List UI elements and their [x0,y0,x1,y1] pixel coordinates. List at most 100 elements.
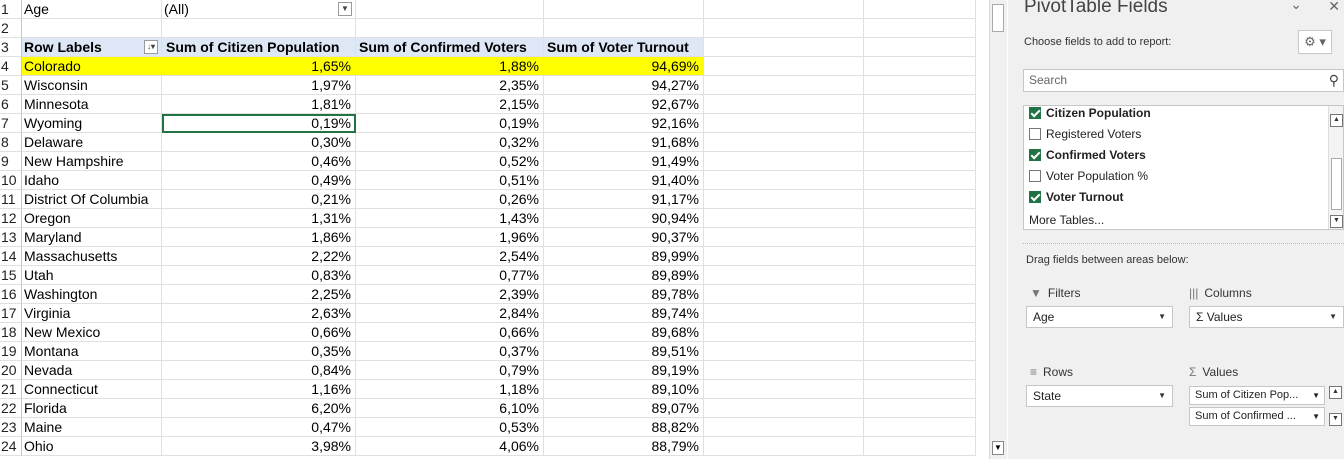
checkbox-icon[interactable] [1029,191,1041,203]
empty-cell[interactable] [704,114,864,133]
empty-cell[interactable] [864,114,976,133]
empty-cell[interactable] [704,342,864,361]
voter-turnout-cell[interactable]: 94,27% [544,76,704,95]
empty-cell[interactable] [704,95,864,114]
empty-cell[interactable] [704,190,864,209]
empty-cell[interactable] [864,209,976,228]
voter-turnout-cell[interactable]: 91,17% [544,190,704,209]
confirmed-voters-cell[interactable]: 0,19% [356,114,544,133]
empty-cell[interactable] [864,361,976,380]
row-header[interactable]: 19 [0,342,22,361]
dropdown-arrow-icon[interactable]: ▼ [1312,412,1320,421]
col-header-citizen[interactable]: Sum of Citizen Population [162,38,356,57]
confirmed-voters-cell[interactable]: 0,79% [356,361,544,380]
empty-cell[interactable] [704,38,864,57]
confirmed-voters-cell[interactable]: 1,88% [356,57,544,76]
voter-turnout-cell[interactable]: 91,40% [544,171,704,190]
row-header[interactable]: 15 [0,266,22,285]
state-cell[interactable]: Wyoming [22,114,162,133]
empty-cell[interactable] [864,266,976,285]
filter-label-cell[interactable]: Age [22,0,162,19]
row-header[interactable]: 7 [0,114,22,133]
empty-cell[interactable] [864,0,976,19]
row-header[interactable]: 14 [0,247,22,266]
scroll-down-arrow-icon[interactable]: ▼ [1330,215,1343,228]
state-cell[interactable]: Washington [22,285,162,304]
empty-cell[interactable] [864,76,976,95]
confirmed-voters-cell[interactable]: 0,66% [356,323,544,342]
scroll-up-arrow-icon[interactable]: ▲ [1330,114,1343,127]
empty-cell[interactable] [704,437,864,456]
state-cell[interactable]: New Mexico [22,323,162,342]
citizen-population-cell[interactable]: 0,46% [162,152,356,171]
confirmed-voters-cell[interactable]: 0,52% [356,152,544,171]
row-header[interactable]: 24 [0,437,22,456]
confirmed-voters-cell[interactable]: 2,84% [356,304,544,323]
row-labels-header[interactable]: Row Labels ↓▾ [22,38,162,57]
filters-field-age[interactable]: Age ▼ [1026,306,1173,328]
scroll-down-arrow-icon[interactable]: ▼ [1329,413,1342,426]
voter-turnout-cell[interactable]: 88,82% [544,418,704,437]
scroll-down-arrow-icon[interactable]: ▼ [992,441,1004,455]
values-field-confirmed[interactable]: Sum of Confirmed ... ▼ [1189,407,1325,426]
state-cell[interactable]: District Of Columbia [22,190,162,209]
voter-turnout-cell[interactable]: 89,07% [544,399,704,418]
dropdown-arrow-icon[interactable]: ▼ [1312,391,1320,400]
empty-cell[interactable] [704,247,864,266]
row-header[interactable]: 21 [0,380,22,399]
citizen-population-cell[interactable]: 0,47% [162,418,356,437]
citizen-population-cell[interactable]: 0,19% [162,114,356,133]
voter-turnout-cell[interactable]: 90,37% [544,228,704,247]
state-cell[interactable]: Connecticut [22,380,162,399]
dropdown-arrow-icon[interactable]: ▼ [1158,391,1166,400]
confirmed-voters-cell[interactable]: 1,96% [356,228,544,247]
row-header[interactable]: 10 [0,171,22,190]
confirmed-voters-cell[interactable]: 0,26% [356,190,544,209]
confirmed-voters-cell[interactable]: 6,10% [356,399,544,418]
citizen-population-cell[interactable]: 1,65% [162,57,356,76]
confirmed-voters-cell[interactable]: 0,53% [356,418,544,437]
voter-turnout-cell[interactable]: 89,89% [544,266,704,285]
empty-cell[interactable] [864,190,976,209]
checkbox-icon[interactable] [1029,149,1041,161]
empty-cell[interactable] [704,171,864,190]
filter-dropdown-button[interactable]: ▼ [338,2,352,16]
row-header[interactable]: 18 [0,323,22,342]
chevron-down-icon[interactable]: ⌄ [1290,0,1302,12]
state-cell[interactable]: Maine [22,418,162,437]
citizen-population-cell[interactable]: 2,25% [162,285,356,304]
voter-turnout-cell[interactable]: 92,67% [544,95,704,114]
voter-turnout-cell[interactable]: 89,10% [544,380,704,399]
row-header[interactable]: 12 [0,209,22,228]
voter-turnout-cell[interactable]: 92,16% [544,114,704,133]
row-header[interactable]: 17 [0,304,22,323]
close-icon[interactable]: ✕ [1328,0,1340,14]
state-cell[interactable]: Florida [22,399,162,418]
row-header[interactable]: 6 [0,95,22,114]
citizen-population-cell[interactable]: 0,21% [162,190,356,209]
voter-turnout-cell[interactable]: 89,51% [544,342,704,361]
empty-cell[interactable] [864,342,976,361]
voter-turnout-cell[interactable]: 88,79% [544,437,704,456]
row-header[interactable]: 8 [0,133,22,152]
row-header[interactable]: 3 [0,38,22,57]
citizen-population-cell[interactable]: 2,22% [162,247,356,266]
field-item[interactable]: Citizen Population [1029,106,1151,123]
confirmed-voters-cell[interactable]: 2,39% [356,285,544,304]
scrollbar-thumb[interactable] [992,4,1004,32]
citizen-population-cell[interactable]: 0,30% [162,133,356,152]
empty-cell[interactable] [704,19,864,38]
state-cell[interactable]: Delaware [22,133,162,152]
state-cell[interactable]: Massachusetts [22,247,162,266]
confirmed-voters-cell[interactable]: 2,15% [356,95,544,114]
empty-cell[interactable] [356,0,544,19]
citizen-population-cell[interactable]: 1,86% [162,228,356,247]
row-header[interactable]: 1 [0,0,22,19]
state-cell[interactable]: Minnesota [22,95,162,114]
empty-cell[interactable] [704,285,864,304]
spreadsheet-grid[interactable]: 1 Age (All) ▼ 2 3 Row Labels ↓▾ Sum of C… [0,0,990,459]
state-cell[interactable]: Oregon [22,209,162,228]
state-cell[interactable]: Montana [22,342,162,361]
voter-turnout-cell[interactable]: 94,69% [544,57,704,76]
state-cell[interactable]: Ohio [22,437,162,456]
